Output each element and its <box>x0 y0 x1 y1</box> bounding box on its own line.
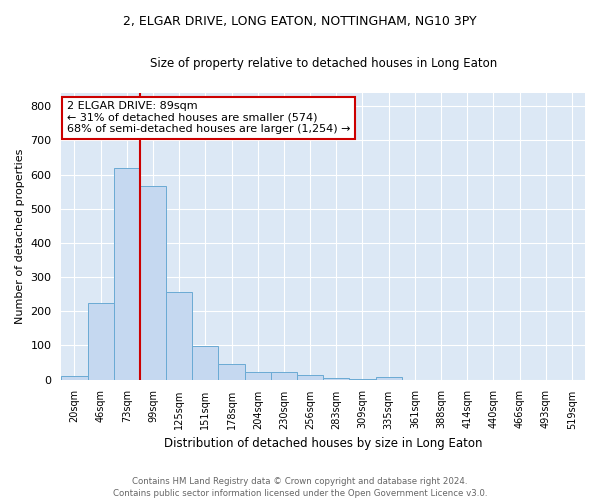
Bar <box>166 292 193 380</box>
Bar <box>323 378 349 380</box>
Text: Contains HM Land Registry data © Crown copyright and database right 2024.
Contai: Contains HM Land Registry data © Crown c… <box>113 476 487 498</box>
Text: 2, ELGAR DRIVE, LONG EATON, NOTTINGHAM, NG10 3PY: 2, ELGAR DRIVE, LONG EATON, NOTTINGHAM, … <box>123 15 477 28</box>
Bar <box>61 376 88 380</box>
Bar <box>218 364 245 380</box>
Bar <box>349 378 376 380</box>
X-axis label: Distribution of detached houses by size in Long Eaton: Distribution of detached houses by size … <box>164 437 482 450</box>
Bar <box>245 372 271 380</box>
Y-axis label: Number of detached properties: Number of detached properties <box>15 148 25 324</box>
Bar <box>140 186 166 380</box>
Bar <box>376 377 402 380</box>
Bar <box>114 168 140 380</box>
Title: Size of property relative to detached houses in Long Eaton: Size of property relative to detached ho… <box>149 58 497 70</box>
Bar <box>297 376 323 380</box>
Bar <box>88 302 114 380</box>
Text: 2 ELGAR DRIVE: 89sqm
← 31% of detached houses are smaller (574)
68% of semi-deta: 2 ELGAR DRIVE: 89sqm ← 31% of detached h… <box>67 101 350 134</box>
Bar <box>271 372 297 380</box>
Bar <box>193 346 218 380</box>
